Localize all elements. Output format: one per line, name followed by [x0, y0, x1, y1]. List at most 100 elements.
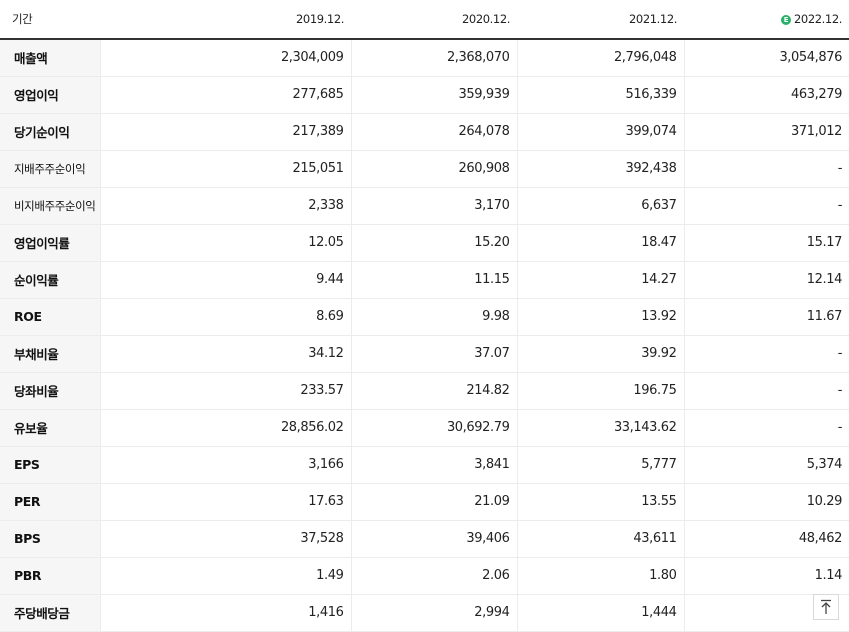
table-row: 순이익률 9.44 11.15 14.27 12.14	[0, 261, 849, 299]
cell-value: 34.12	[99, 334, 351, 373]
cell-value: 6,637	[516, 187, 684, 225]
table-row: EPS 3,166 3,841 5,777 5,374	[0, 445, 849, 484]
cell-value: 2,796,048	[516, 39, 684, 77]
estimate-icon: E	[780, 15, 791, 25]
row-label: BPS	[0, 520, 100, 558]
table-row: 부채비율 34.12 37.07 39.92 -	[0, 334, 849, 373]
cell-value: 11.15	[350, 261, 517, 299]
cell-value: 30,692.79	[350, 409, 517, 447]
cell-value: 2,338	[99, 187, 351, 225]
cell-value: 371,012	[683, 113, 849, 151]
row-label: 지배주주순이익	[0, 150, 100, 188]
cell-value: 359,939	[350, 76, 517, 114]
row-label: 당기순이익	[0, 113, 100, 151]
cell-value: 13.55	[516, 483, 684, 521]
cell-value: -	[683, 372, 849, 410]
cell-value: 11.67	[683, 298, 849, 336]
cell-value: 1.14	[683, 557, 849, 595]
cell-value: 277,685	[99, 76, 351, 114]
cell-value: 1,416	[99, 593, 351, 632]
row-label: 순이익률	[0, 261, 100, 299]
cell-value: 214.82	[350, 372, 517, 410]
cell-value: 10.29	[683, 483, 849, 521]
cell-value: 1.80	[516, 557, 684, 595]
header-row: 기간 2019.12. 2020.12. 2021.12. E 2022.12.	[0, 0, 849, 40]
cell-value: 2,368,070	[350, 39, 517, 77]
row-label: PER	[0, 483, 100, 521]
table-row: ROE 8.69 9.98 13.92 11.67	[0, 298, 849, 336]
period-header-2020: 2020.12.	[351, 0, 517, 40]
arrow-up-to-top-icon	[821, 599, 831, 614]
table-row: 영업이익 277,685 359,939 516,339 463,279	[0, 76, 849, 114]
cell-value: 48,462	[683, 520, 849, 558]
row-label: PBR	[0, 557, 100, 595]
cell-value: 516,339	[516, 76, 684, 114]
table-row: 영업이익률 12.05 15.20 18.47 15.17	[0, 223, 849, 262]
row-label: 영업이익률	[0, 223, 100, 262]
cell-value: 37.07	[350, 334, 517, 373]
row-label: 매출액	[0, 39, 100, 77]
cell-value: 399,074	[516, 113, 684, 151]
period-header-2022-estimate: E 2022.12.	[684, 0, 849, 40]
cell-value: 3,054,876	[683, 39, 849, 77]
cell-value: 5,777	[516, 445, 684, 484]
table-row: PER 17.63 21.09 13.55 10.29	[0, 483, 849, 521]
table-row: 당기순이익 217,389 264,078 399,074 371,012	[0, 113, 849, 151]
table-row: PBR 1.49 2.06 1.80 1.14	[0, 557, 849, 595]
table-row: 유보율 28,856.02 30,692.79 33,143.62 -	[0, 409, 849, 447]
cell-value: 5,374	[683, 445, 849, 484]
cell-value: 14.27	[516, 261, 684, 299]
period-header-label: 기간	[0, 0, 100, 40]
table-row: BPS 37,528 39,406 43,611 48,462	[0, 520, 849, 558]
cell-value: 1,444	[516, 593, 684, 632]
row-label: 부채비율	[0, 334, 100, 373]
cell-value: 33,143.62	[516, 409, 684, 447]
cell-value: 2,994	[350, 593, 517, 632]
cell-value: 43,611	[516, 520, 684, 558]
cell-value: 8.69	[99, 298, 351, 336]
period-header-2021: 2021.12.	[517, 0, 684, 40]
cell-value: -	[683, 409, 849, 447]
row-label: EPS	[0, 445, 100, 484]
table-row: 매출액 2,304,009 2,368,070 2,796,048 3,054,…	[0, 39, 849, 77]
cell-value: 12.14	[683, 261, 849, 299]
cell-value: 196.75	[516, 372, 684, 410]
cell-value: 3,170	[350, 187, 517, 225]
cell-value: 37,528	[99, 520, 351, 558]
table-row: 비지배주주순이익 2,338 3,170 6,637 -	[0, 187, 849, 225]
cell-value: 217,389	[99, 113, 351, 151]
cell-value: 9.44	[99, 261, 351, 299]
row-label: 주당배당금	[0, 593, 100, 632]
row-label: 당좌비율	[0, 372, 100, 410]
row-label: 유보율	[0, 409, 100, 447]
cell-value: 215,051	[99, 150, 351, 188]
table-row: 주당배당금 1,416 2,994 1,444	[0, 593, 849, 632]
cell-value: 39.92	[516, 334, 684, 373]
cell-value: 12.05	[99, 223, 351, 262]
row-label: ROE	[0, 298, 100, 336]
cell-value: 2.06	[350, 557, 517, 595]
period-header-2022-label: 2022.12.	[793, 12, 842, 26]
cell-value: -	[683, 334, 849, 373]
cell-value: 3,841	[350, 445, 517, 484]
cell-value: 233.57	[99, 372, 351, 410]
cell-value: -	[683, 150, 849, 188]
cell-value: 1.49	[99, 557, 351, 595]
scroll-to-top-button[interactable]	[813, 594, 839, 620]
row-label: 영업이익	[0, 76, 100, 114]
cell-value: 39,406	[350, 520, 517, 558]
row-label: 비지배주주순이익	[0, 187, 100, 225]
cell-value: 3,166	[99, 445, 351, 484]
cell-value: 15.17	[683, 223, 849, 262]
cell-value: 260,908	[350, 150, 517, 188]
table-row: 당좌비율 233.57 214.82 196.75 -	[0, 372, 849, 410]
cell-value: 392,438	[516, 150, 684, 188]
cell-value: 15.20	[350, 223, 517, 262]
cell-value: 9.98	[350, 298, 517, 336]
cell-value: 17.63	[99, 483, 351, 521]
cell-value: 18.47	[516, 223, 684, 262]
table-row: 지배주주순이익 215,051 260,908 392,438 -	[0, 150, 849, 188]
cell-value: 28,856.02	[99, 409, 351, 447]
period-header-2019: 2019.12.	[100, 0, 351, 40]
